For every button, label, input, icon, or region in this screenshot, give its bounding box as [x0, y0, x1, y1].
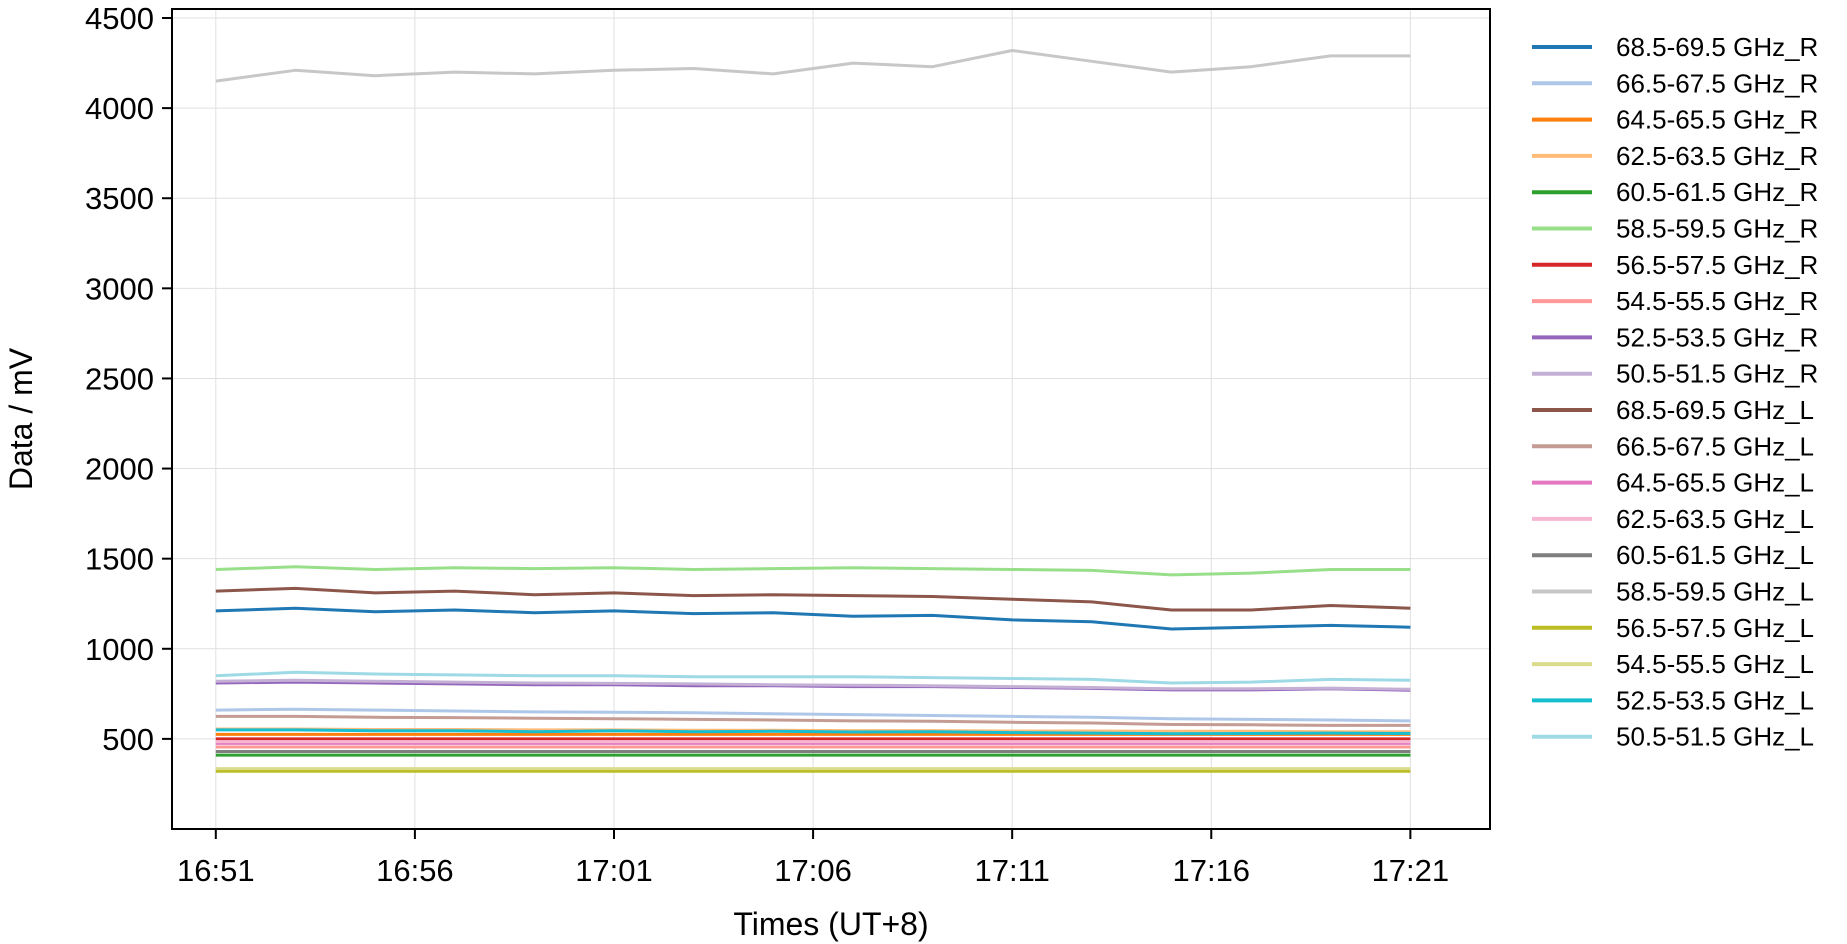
legend-item: 54.5-55.5 GHz_L	[1532, 649, 1814, 679]
y-tick-label: 3500	[85, 181, 154, 216]
series-line-19	[215, 670, 1411, 685]
legend-item: 64.5-65.5 GHz_R	[1532, 105, 1818, 135]
legend-item: 58.5-59.5 GHz_R	[1532, 214, 1818, 244]
legend-item: 58.5-59.5 GHz_L	[1532, 577, 1814, 607]
y-axis-title: Data / mV	[3, 347, 39, 490]
legend-label: 68.5-69.5 GHz_R	[1616, 32, 1818, 62]
legend-label: 62.5-63.5 GHz_L	[1616, 504, 1814, 534]
y-axis-ticks: 500 1000 1500 2000 2500 3000 3500 4000 4500	[85, 1, 172, 757]
series-lines	[215, 49, 1411, 773]
y-tick-label: 1500	[85, 542, 154, 577]
x-tick-label: 16:56	[376, 853, 454, 888]
legend-label: 64.5-65.5 GHz_L	[1616, 468, 1814, 498]
legend-label: 54.5-55.5 GHz_L	[1616, 649, 1814, 679]
x-tick-label: 17:01	[575, 853, 653, 888]
legend-label: 56.5-57.5 GHz_L	[1616, 613, 1814, 643]
y-tick-label: 4000	[85, 91, 154, 126]
x-tick-label: 17:11	[975, 853, 1050, 888]
legend-item: 66.5-67.5 GHz_L	[1532, 431, 1814, 461]
legend-item: 56.5-57.5 GHz_R	[1532, 250, 1818, 280]
legend-label: 50.5-51.5 GHz_L	[1616, 722, 1814, 752]
legend-label: 62.5-63.5 GHz_R	[1616, 141, 1818, 171]
series-line-15	[215, 49, 1411, 83]
series-line-10	[215, 586, 1411, 612]
legend-label: 60.5-61.5 GHz_L	[1616, 540, 1814, 570]
x-tick-label: 17:16	[1172, 853, 1250, 888]
legend-item: 64.5-65.5 GHz_L	[1532, 468, 1814, 498]
legend-item: 52.5-53.5 GHz_L	[1532, 685, 1814, 715]
series-line-9	[215, 678, 1411, 691]
legend-item: 62.5-63.5 GHz_R	[1532, 141, 1818, 171]
legend: 68.5-69.5 GHz_R 66.5-67.5 GHz_R 64.5-65.5 …	[1532, 32, 1818, 752]
legend-item: 60.5-61.5 GHz_R	[1532, 177, 1818, 207]
legend-label: 64.5-65.5 GHz_R	[1616, 105, 1818, 135]
legend-label: 68.5-69.5 GHz_L	[1616, 395, 1814, 425]
legend-label: 66.5-67.5 GHz_L	[1616, 431, 1814, 461]
x-tick-label: 16:51	[177, 853, 255, 888]
y-tick-label: 4500	[85, 1, 154, 36]
legend-label: 58.5-59.5 GHz_L	[1616, 577, 1814, 607]
legend-item: 60.5-61.5 GHz_L	[1532, 540, 1814, 570]
y-tick-label: 1000	[85, 632, 154, 667]
legend-label: 58.5-59.5 GHz_R	[1616, 214, 1818, 244]
legend-item: 56.5-57.5 GHz_L	[1532, 613, 1814, 643]
series-line-1	[215, 707, 1411, 723]
legend-item: 68.5-69.5 GHz_R	[1532, 32, 1818, 62]
legend-label: 66.5-67.5 GHz_R	[1616, 68, 1818, 98]
legend-item: 66.5-67.5 GHz_R	[1532, 68, 1818, 98]
legend-label: 52.5-53.5 GHz_R	[1616, 322, 1818, 352]
x-axis-ticks: 16:51 16:56 17:01 17:06 17:11 17:16 17:21	[177, 829, 1449, 888]
y-tick-label: 2000	[85, 452, 154, 487]
legend-label: 60.5-61.5 GHz_R	[1616, 177, 1818, 207]
legend-item: 62.5-63.5 GHz_L	[1532, 504, 1814, 534]
legend-label: 52.5-53.5 GHz_L	[1616, 685, 1814, 715]
series-line-0	[215, 606, 1411, 631]
x-axis-title: Times (UT+8)	[733, 906, 928, 942]
series-line-5	[215, 565, 1411, 577]
x-tick-label: 17:06	[774, 853, 852, 888]
legend-label: 50.5-51.5 GHz_R	[1616, 359, 1818, 389]
y-tick-label: 3000	[85, 271, 154, 306]
legend-item: 52.5-53.5 GHz_R	[1532, 322, 1818, 352]
legend-label: 56.5-57.5 GHz_R	[1616, 250, 1818, 280]
y-tick-label: 2500	[85, 361, 154, 396]
legend-item: 50.5-51.5 GHz_L	[1532, 722, 1814, 752]
x-tick-label: 17:21	[1372, 853, 1450, 888]
grid-lines	[172, 9, 1490, 829]
series-line-18	[215, 728, 1411, 736]
legend-item: 54.5-55.5 GHz_R	[1532, 286, 1818, 316]
series-line-11	[215, 714, 1411, 727]
plot-frame	[171, 8, 1491, 830]
legend-item: 50.5-51.5 GHz_R	[1532, 359, 1818, 389]
legend-label: 54.5-55.5 GHz_R	[1616, 286, 1818, 316]
y-tick-label: 500	[102, 722, 154, 757]
legend-item: 68.5-69.5 GHz_L	[1532, 395, 1814, 425]
